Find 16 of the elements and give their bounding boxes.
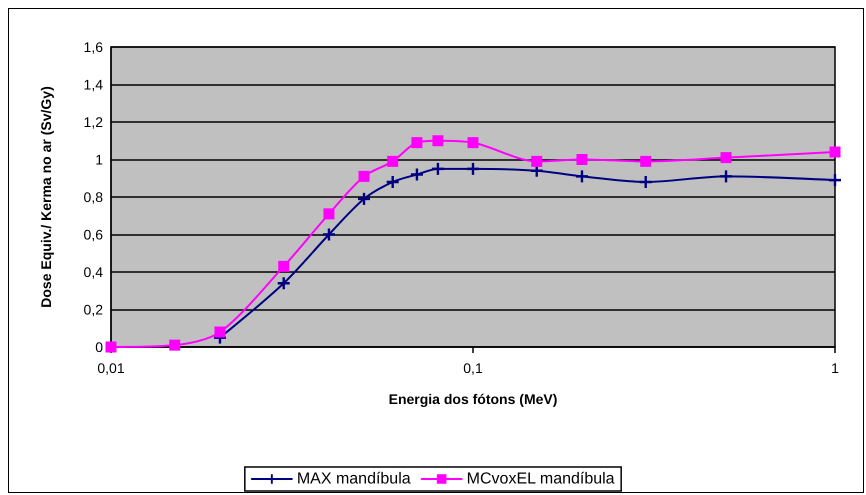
y-tick-label: 0,8: [84, 189, 104, 205]
y-tick-label: 1,4: [84, 76, 104, 92]
legend-label: MAX mandíbula: [296, 470, 411, 488]
x-tick-label: 0,1: [463, 360, 483, 376]
y-tick-label: 1,2: [84, 114, 104, 130]
x-tick-label: 1: [831, 360, 840, 376]
y-tick-label: 1: [95, 152, 104, 168]
x-tick-label: 0,01: [97, 360, 125, 376]
y-tick-label: 1,6: [84, 39, 104, 55]
legend-label: MCvoxEL mandíbula: [466, 470, 615, 488]
y-axis-title: Dose Equiv./ Kerma no ar (Sv/Gy): [38, 86, 54, 308]
y-tick-label: 0,4: [84, 264, 104, 280]
x-axis-title: Energia dos fótons (MeV): [388, 391, 558, 407]
y-tick-label: 0: [95, 339, 104, 355]
y-tick-label: 0,6: [84, 226, 104, 242]
y-tick-label: 0,2: [84, 302, 104, 318]
